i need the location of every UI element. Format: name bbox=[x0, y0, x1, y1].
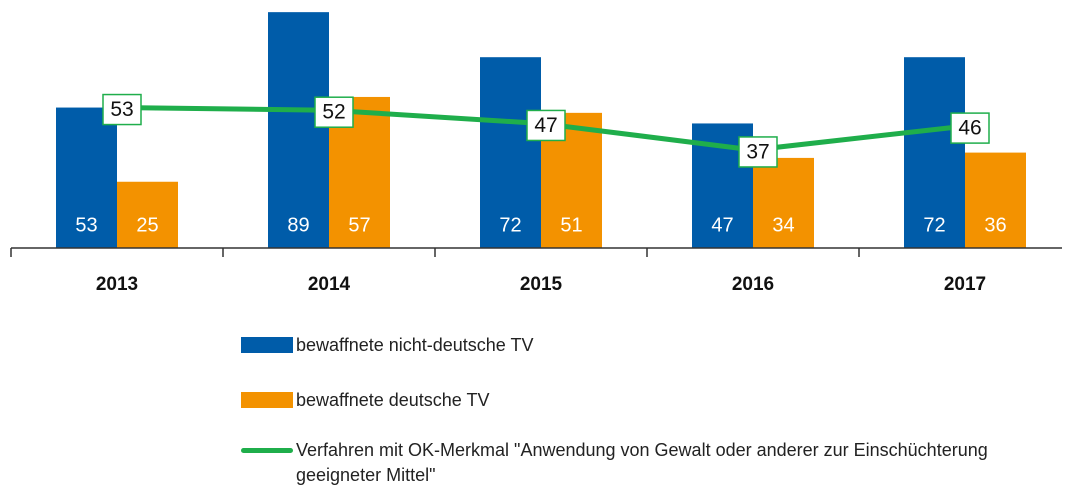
legend-label: bewaffnete nicht-deutsche TV bbox=[296, 335, 534, 355]
x-tick-label: 2016 bbox=[732, 274, 774, 295]
bar-value-label: 72 bbox=[499, 214, 521, 236]
line-label-box bbox=[314, 96, 354, 128]
line-label-box bbox=[102, 93, 142, 126]
bar bbox=[268, 12, 329, 249]
line-value-label: 37 bbox=[746, 140, 769, 163]
bar-value-label: 72 bbox=[923, 214, 945, 236]
legend-swatch bbox=[241, 392, 293, 408]
line-value-label: 46 bbox=[958, 117, 981, 140]
line-value-label: 52 bbox=[322, 101, 345, 124]
chart: 53 25 2013 89 57 2014 72 51 2015 47 34 2016 72 36 2017… bbox=[10, 12, 1062, 295]
x-tick-label: 2014 bbox=[308, 274, 351, 295]
bar bbox=[965, 152, 1026, 248]
legend-item: bewaffnete deutsche TV bbox=[241, 388, 996, 413]
legend-label: bewaffnete deutsche TV bbox=[296, 390, 490, 410]
legend-swatch bbox=[241, 448, 293, 453]
legend-item: Verfahren mit OK-Merkmal "Anwendung von … bbox=[241, 438, 996, 488]
bar-value-label: 89 bbox=[287, 214, 309, 236]
x-tick-label: 2017 bbox=[944, 274, 986, 295]
bar-value-label: 51 bbox=[560, 214, 582, 236]
line-label-box bbox=[738, 136, 778, 168]
line-value-label: 47 bbox=[534, 114, 557, 137]
bar-value-label: 47 bbox=[711, 214, 733, 236]
bar-value-label: 34 bbox=[772, 214, 794, 236]
bar-value-label: 36 bbox=[984, 214, 1006, 236]
bar bbox=[480, 57, 541, 249]
bar-value-label: 57 bbox=[348, 214, 370, 236]
legend-label: Verfahren mit OK-Merkmal "Anwendung von … bbox=[296, 440, 988, 485]
bar-value-label: 53 bbox=[75, 214, 97, 236]
line-label-box bbox=[526, 109, 566, 142]
x-tick-label: 2015 bbox=[520, 274, 563, 295]
bar-value-label: 25 bbox=[136, 214, 158, 236]
line-label-box bbox=[950, 112, 990, 144]
bar bbox=[117, 181, 178, 248]
x-tick-label: 2013 bbox=[96, 274, 138, 295]
line-value-label: 53 bbox=[110, 98, 133, 121]
legend-swatch bbox=[241, 337, 293, 353]
bar bbox=[904, 57, 965, 249]
bar bbox=[753, 157, 814, 248]
legend-item: bewaffnete nicht-deutsche TV bbox=[241, 333, 996, 358]
bar bbox=[56, 107, 117, 248]
